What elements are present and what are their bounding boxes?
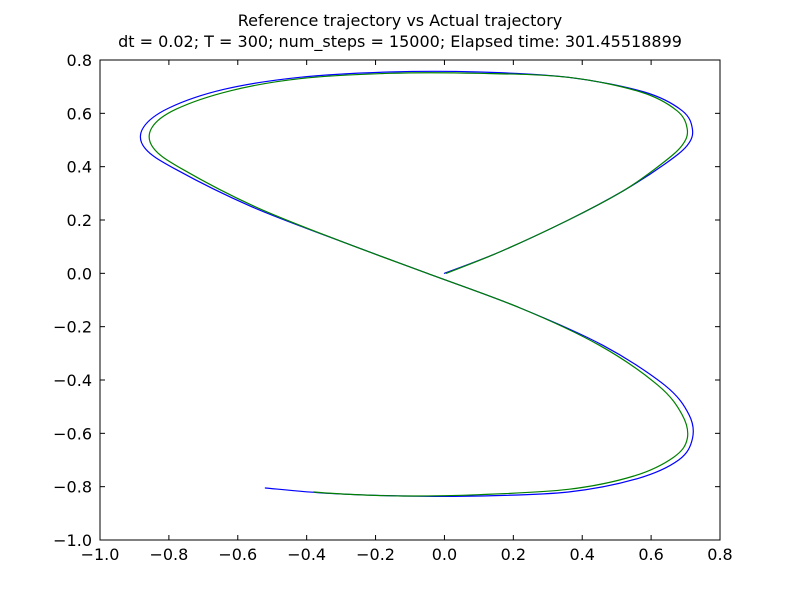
x-tick-label: 0.6 (638, 545, 663, 564)
y-tick-label: 0.8 (67, 51, 92, 70)
y-axis: −1.0 −0.8 −0.6 −0.4 −0.2 0.0 0.2 0.4 0.6 0.8 (53, 51, 720, 550)
x-axis: −1.0 −0.8 −0.6 −0.4 −0.2 0.0 0.2 0.4 0.6 0.8 (81, 60, 733, 564)
x-tick-label: −0.8 (149, 545, 188, 564)
x-tick-label: 0.4 (569, 545, 594, 564)
y-tick-label: −0.2 (53, 318, 92, 337)
plot-area-frame (99, 59, 721, 541)
chart-title-line-2: dt = 0.02; T = 300; num_steps = 15000; E… (118, 32, 682, 52)
y-tick-label: 0.6 (67, 104, 92, 123)
x-tick-label: 0.0 (432, 545, 457, 564)
x-tick-label: −0.6 (218, 545, 257, 564)
x-tick-label: −0.2 (356, 545, 395, 564)
series-line-green (148, 72, 689, 497)
y-tick-label: −0.8 (53, 478, 92, 497)
x-tick-label: 0.2 (501, 545, 526, 564)
y-tick-label: −0.6 (53, 424, 92, 443)
y-tick-label: 0.0 (67, 264, 92, 283)
x-tick-label: −0.4 (287, 545, 326, 564)
plot-series-layer (139, 70, 694, 498)
y-tick-label: −1.0 (53, 531, 92, 550)
x-tick-label: −1.0 (81, 545, 120, 564)
y-tick-label: 0.4 (67, 158, 92, 177)
chart-title-line-1: Reference trajectory vs Actual trajector… (238, 11, 563, 30)
series-line-blue (139, 70, 694, 498)
y-tick-label: 0.2 (67, 211, 92, 230)
x-tick-label: 0.8 (707, 545, 732, 564)
y-tick-label: −0.4 (53, 371, 92, 390)
